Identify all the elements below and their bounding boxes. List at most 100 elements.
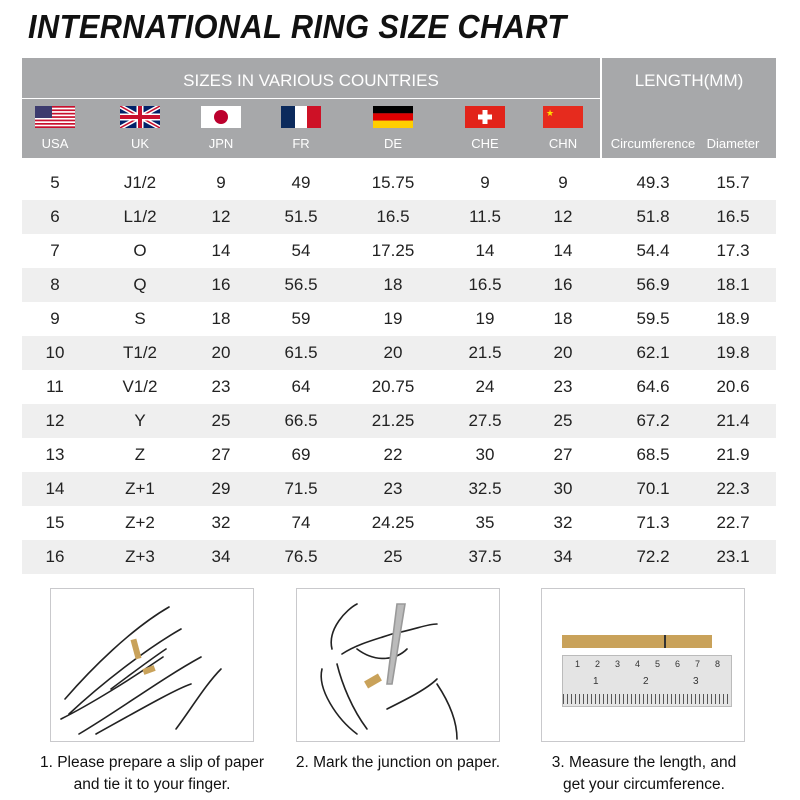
cell-usa: 7 <box>50 241 60 260</box>
cell-diameter: 15.7 <box>716 173 750 192</box>
cell-che: 19 <box>475 309 495 328</box>
cell-fr: 56.5 <box>284 275 318 294</box>
cell-usa: 10 <box>45 343 65 362</box>
cell-diameter: 20.6 <box>716 377 750 396</box>
cell-chn: 30 <box>553 479 573 498</box>
cell-uk: Z+2 <box>125 513 155 532</box>
paper-strip <box>562 635 712 648</box>
divider <box>600 58 602 158</box>
step2-caption: 2. Mark the junction on paper. <box>276 752 520 774</box>
ruler-cm-label: 7 <box>695 659 701 669</box>
cell-uk: J1/2 <box>123 173 157 192</box>
cell-de: 20 <box>383 343 403 362</box>
cell-che: 9 <box>480 173 490 192</box>
country-code: UK <box>130 136 150 151</box>
length-header: LENGTH(MM) <box>634 71 744 90</box>
cell-jpn: 14 <box>211 241 231 260</box>
ruler-inch-label: 2 <box>643 676 649 687</box>
cell-de: 25 <box>383 547 403 566</box>
cell-diameter: 19.8 <box>716 343 750 362</box>
caption-line: 2. Mark the junction on paper. <box>295 754 501 771</box>
table-row: 16 Z+3 34 76.5 25 37.5 34 72.2 23.1 <box>22 540 776 574</box>
cell-circumference: 71.3 <box>636 513 670 532</box>
cell-usa: 11 <box>46 377 64 396</box>
country-code: CHE <box>471 136 499 151</box>
cell-jpn: 20 <box>211 343 231 362</box>
cell-fr: 76.5 <box>284 547 318 566</box>
cell-jpn: 23 <box>211 377 231 396</box>
cell-diameter: 16.5 <box>716 207 750 226</box>
cell-fr: 54 <box>291 241 311 260</box>
junction-mark <box>664 635 666 648</box>
cell-diameter: 21.9 <box>716 445 750 464</box>
cell-chn: 23 <box>553 377 573 396</box>
table-row: 13 Z 27 69 22 30 27 68.5 21.9 <box>22 438 776 472</box>
cell-chn: 20 <box>553 343 573 362</box>
cell-jpn: 16 <box>211 275 231 294</box>
cell-chn: 9 <box>558 173 568 192</box>
cell-circumference: 70.1 <box>636 479 670 498</box>
cell-fr: 66.5 <box>284 411 318 430</box>
usa-flag-icon <box>35 106 75 128</box>
cell-diameter: 18.9 <box>716 309 750 328</box>
cell-usa: 16 <box>45 547 65 566</box>
cell-usa: 14 <box>45 479 65 498</box>
country-code: DE <box>383 136 403 151</box>
cell-fr: 59 <box>291 309 311 328</box>
cell-che: 24 <box>475 377 495 396</box>
cell-che: 16.5 <box>468 275 502 294</box>
cell-de: 16.5 <box>376 207 410 226</box>
cell-diameter: 21.4 <box>716 411 750 430</box>
step1-caption: 1. Please prepare a slip of paper and tie… <box>30 752 274 796</box>
cell-usa: 12 <box>45 411 65 430</box>
cell-chn: 16 <box>553 275 573 294</box>
cell-fr: 49 <box>291 173 311 192</box>
cell-usa: 5 <box>50 173 60 192</box>
sizes-header: SIZES IN VARIOUS COUNTRIES <box>183 71 439 90</box>
cell-de: 19 <box>383 309 403 328</box>
marking-paper-icon <box>320 603 458 740</box>
cell-uk: L1/2 <box>123 207 157 226</box>
cell-uk: V1/2 <box>122 377 158 396</box>
cell-chn: 12 <box>553 207 573 226</box>
cell-che: 32.5 <box>468 479 502 498</box>
ruler-cm-label: 8 <box>715 659 721 669</box>
ruler-cm-label: 6 <box>675 659 681 669</box>
cell-diameter: 22.7 <box>716 513 750 532</box>
germany-flag-icon <box>373 106 413 128</box>
cell-circumference: 72.2 <box>636 547 670 566</box>
cell-de: 15.75 <box>371 173 415 192</box>
caption-line: and tie it to your finger. <box>73 776 231 793</box>
cell-circumference: 68.5 <box>636 445 670 464</box>
divider <box>22 98 600 99</box>
step2-illustration <box>296 588 500 742</box>
country-code: JPN <box>208 136 234 151</box>
cell-uk: O <box>133 241 147 260</box>
cell-fr: 69 <box>291 445 311 464</box>
cell-diameter: 23.1 <box>716 547 750 566</box>
table-row: 14 Z+1 29 71.5 23 32.5 30 70.1 22.3 <box>22 472 776 506</box>
length-col-label: Diameter <box>706 136 760 151</box>
cell-che: 14 <box>475 241 495 260</box>
caption-line: get your circumference. <box>563 776 725 793</box>
cell-fr: 64 <box>291 377 311 396</box>
uk-flag-icon <box>120 106 160 128</box>
cell-che: 21.5 <box>468 343 502 362</box>
cell-circumference: 59.5 <box>636 309 670 328</box>
step3-caption: 3. Measure the length, and get your circu… <box>522 752 766 796</box>
length-col-label: Circumference <box>610 136 696 151</box>
cell-usa: 13 <box>45 445 65 464</box>
cell-uk: Y <box>134 411 146 430</box>
table-row: 11 V1/2 23 64 20.75 24 23 64.6 20.6 <box>22 370 776 404</box>
step3-illustration: 1 2 3 4 5 6 7 8 1 2 3 <box>541 588 745 742</box>
cell-uk: Z <box>134 445 146 464</box>
japan-flag-icon <box>201 106 241 128</box>
cell-usa: 8 <box>50 275 60 294</box>
cell-chn: 18 <box>553 309 573 328</box>
cell-che: 27.5 <box>468 411 502 430</box>
cell-fr: 51.5 <box>284 207 318 226</box>
cell-fr: 61.5 <box>284 343 318 362</box>
france-flag-icon <box>281 106 321 128</box>
ruler-inch-label: 1 <box>593 676 599 687</box>
cell-fr: 71.5 <box>284 479 318 498</box>
